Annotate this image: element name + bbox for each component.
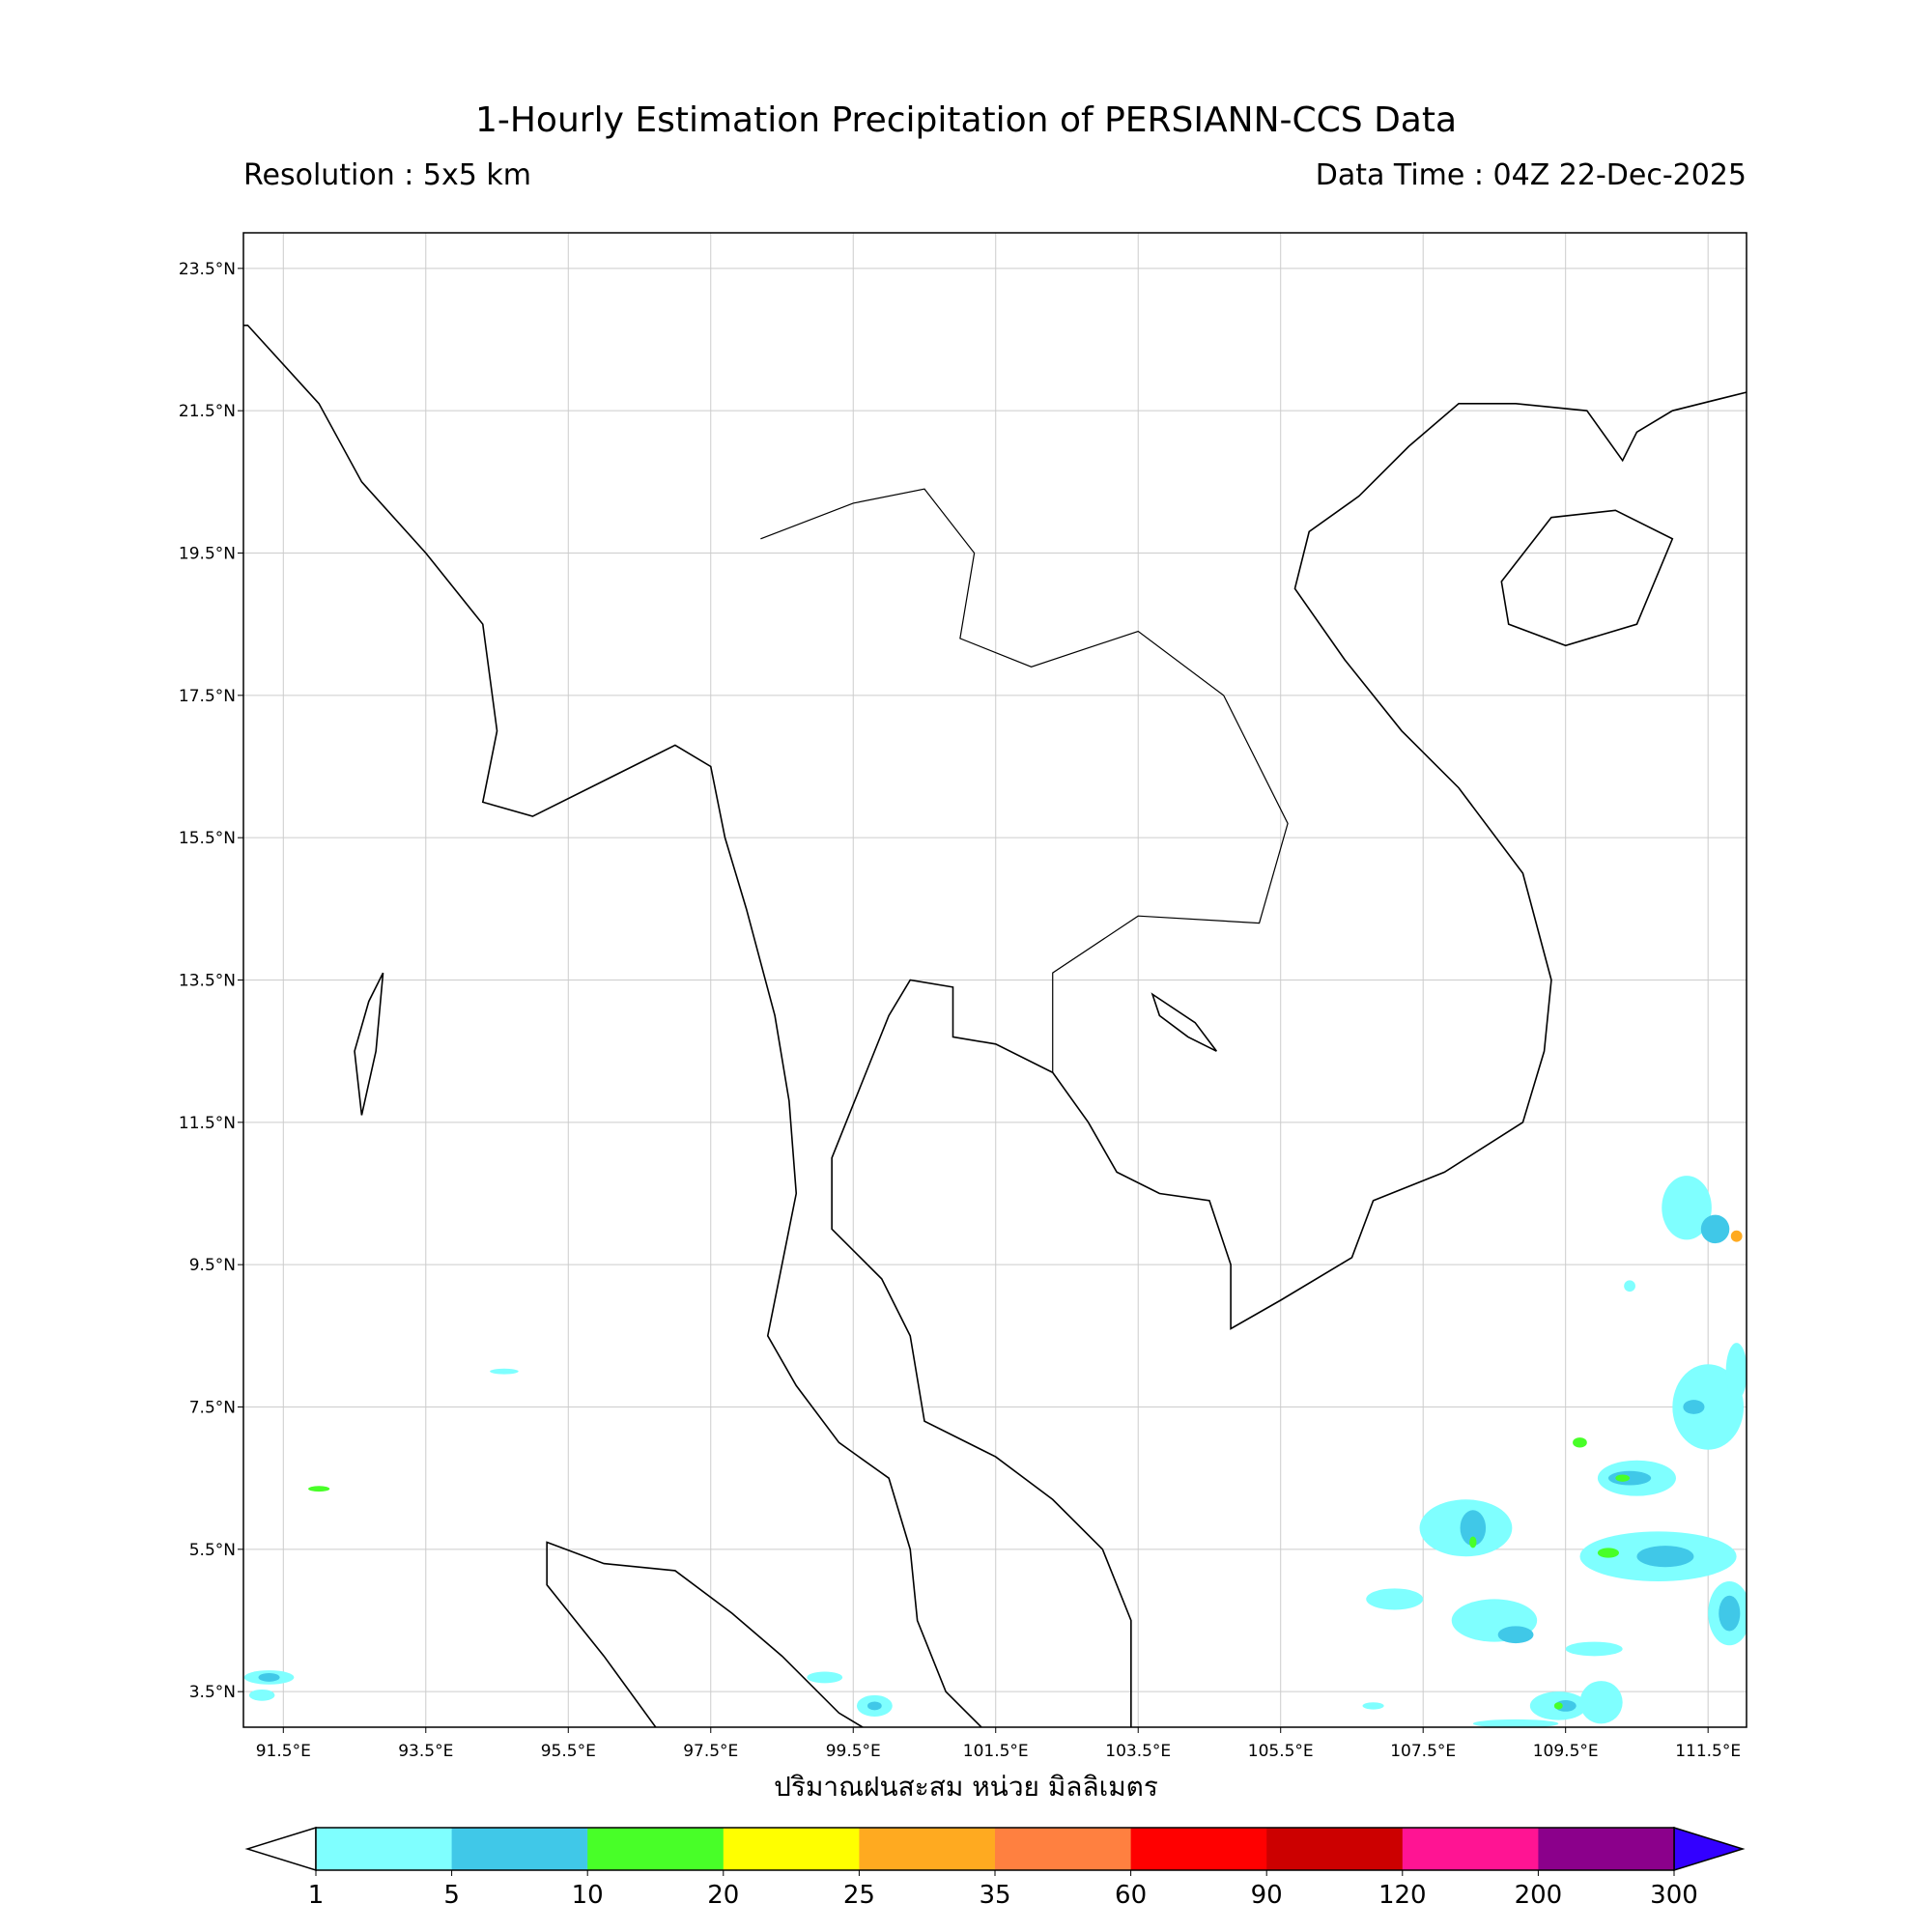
x-tick-label: 99.5°E	[826, 1742, 881, 1761]
x-tick-label: 111.5°E	[1675, 1742, 1741, 1761]
colorbar-swatch	[995, 1828, 1132, 1870]
rain-cell	[1366, 1588, 1424, 1610]
rain-cell	[1719, 1595, 1741, 1632]
x-tick-label: 93.5°E	[398, 1742, 453, 1761]
x-tick-label: 107.5°E	[1390, 1742, 1456, 1761]
coastline-sumatra	[546, 1541, 865, 1727]
y-tick-label: 3.5°N	[189, 1683, 236, 1702]
rain-cell	[1573, 1437, 1587, 1448]
x-tick-label: 109.5°E	[1533, 1742, 1599, 1761]
rain-cell	[1460, 1510, 1487, 1547]
gridlines	[243, 233, 1747, 1727]
x-tick-label: 105.5°E	[1248, 1742, 1314, 1761]
coastline-mainland	[243, 324, 1747, 1727]
colorbar: 1 5 10 20 25 35 60 90 120 200 300	[244, 1826, 1746, 1910]
rain-cell	[1725, 1343, 1747, 1401]
colorbar-label: 200	[1515, 1881, 1563, 1910]
axis-ticks: 91.5°E 93.5°E 95.5°E 97.5°E 99.5°E 101.5°E 103…	[179, 260, 1741, 1761]
y-tick-label: 23.5°N	[179, 260, 236, 279]
rain-cell	[1662, 1176, 1712, 1240]
y-tick-label: 7.5°N	[189, 1399, 236, 1418]
rain-cell	[1565, 1641, 1623, 1657]
rain-cell	[1636, 1546, 1694, 1568]
y-tick-label: 21.5°N	[179, 402, 236, 421]
rain-cell	[258, 1673, 280, 1682]
colorbar-label: 25	[843, 1881, 875, 1910]
x-tick-label: 91.5°E	[256, 1742, 311, 1761]
colorbar-over-arrow	[1673, 1826, 1746, 1872]
colorbar-label: 20	[707, 1881, 739, 1910]
y-tick-label: 15.5°N	[179, 829, 236, 848]
coastline-andaman	[354, 972, 384, 1116]
thailand-border	[760, 488, 1289, 1073]
y-tick-label: 11.5°N	[179, 1114, 236, 1133]
rain-cell	[1615, 1474, 1631, 1482]
rain-cell	[1597, 1548, 1619, 1558]
rain-cell	[1469, 1536, 1477, 1548]
colorbar-swatch	[587, 1828, 724, 1870]
coastline-tonlesap	[1151, 992, 1217, 1052]
colorbar-swatch	[723, 1828, 860, 1870]
rain-cell	[1579, 1681, 1623, 1724]
rain-cell	[807, 1671, 843, 1684]
y-tick-label: 17.5°N	[179, 687, 236, 706]
rain-cell	[1607, 1470, 1652, 1486]
y-tick-label: 19.5°N	[179, 545, 236, 564]
chart-title: 1-Hourly Estimation Precipitation of PER…	[474, 100, 1458, 140]
rain-cell	[1683, 1400, 1705, 1414]
rain-cell	[1730, 1230, 1743, 1242]
rain-cell	[1672, 1364, 1745, 1450]
rain-cell	[1497, 1626, 1534, 1644]
colorbar-swatch	[859, 1828, 996, 1870]
colorbar-swatch	[1130, 1828, 1267, 1870]
rain-cell	[867, 1701, 882, 1711]
x-axis-label: ปริมาณฝนสะสม หน่วย มิลลิเมตร	[774, 1771, 1158, 1803]
x-tick-label: 97.5°E	[683, 1742, 738, 1761]
data-time-label: Data Time : 04Z 22-Dec-2025	[1315, 158, 1747, 192]
rain-cell	[248, 1689, 275, 1701]
colorbar-label: 90	[1251, 1881, 1283, 1910]
coastlines	[243, 324, 1747, 1727]
rain-cell	[308, 1486, 330, 1492]
colorbar-swatch	[451, 1828, 588, 1870]
resolution-label: Resolution : 5x5 km	[243, 158, 531, 192]
colorbar-swatch	[316, 1828, 453, 1870]
y-tick-label: 5.5°N	[189, 1541, 236, 1560]
coastline-hainan	[1500, 509, 1674, 647]
colorbar-label: 120	[1378, 1881, 1427, 1910]
x-tick-label: 101.5°E	[963, 1742, 1029, 1761]
colorbar-swatch	[1538, 1828, 1675, 1870]
rain-cell	[1472, 1719, 1559, 1727]
rain-cell	[490, 1368, 519, 1375]
rain-cell	[1553, 1702, 1563, 1710]
y-tick-label: 9.5°N	[189, 1256, 236, 1275]
rain-cell	[1624, 1280, 1635, 1293]
colorbar-label: 10	[572, 1881, 604, 1910]
colorbar-label: 300	[1650, 1881, 1698, 1910]
rain-cell	[1362, 1702, 1384, 1710]
rain-field	[243, 1176, 1747, 1727]
rain-cell	[1700, 1214, 1730, 1244]
colorbar-label: 5	[443, 1881, 460, 1910]
x-tick-label: 103.5°E	[1105, 1742, 1171, 1761]
colorbar-swatch	[1402, 1828, 1539, 1870]
x-tick-label: 95.5°E	[541, 1742, 596, 1761]
colorbar-label: 35	[979, 1881, 1010, 1910]
colorbar-label: 60	[1115, 1881, 1147, 1910]
colorbar-label: 1	[308, 1881, 325, 1910]
colorbar-swatch	[1266, 1828, 1404, 1870]
y-tick-label: 13.5°N	[179, 972, 236, 991]
colorbar-under-arrow	[244, 1826, 317, 1872]
